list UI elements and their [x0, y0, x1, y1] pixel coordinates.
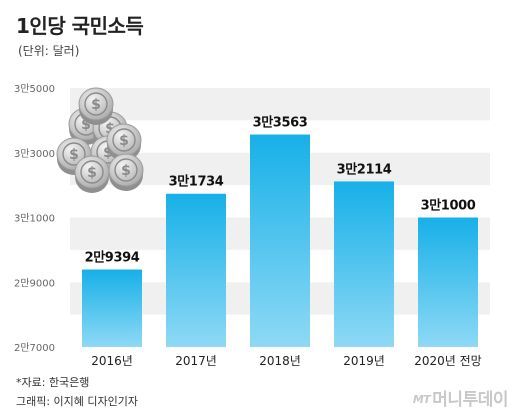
coin-rim	[62, 142, 86, 166]
bar-value-label: 3만3563	[253, 115, 308, 131]
bar	[334, 181, 394, 347]
coin-dollar-sign: $	[81, 117, 91, 133]
coin-dollar-sign: $	[119, 133, 129, 149]
x-category-label: 2017년	[175, 354, 217, 368]
chart-title: 1인당 국민소득	[16, 14, 144, 38]
bar	[82, 269, 142, 347]
y-tick-label: 3만5000	[14, 83, 55, 95]
coin-rim	[84, 92, 108, 116]
bar-value-label: 3만2114	[337, 161, 392, 177]
coin-dollar-sign: $	[87, 165, 97, 181]
source-note: *자료: 한국은행 그래픽: 이지혜 디자인기자	[16, 373, 138, 411]
y-tick-label: 2만9000	[14, 277, 55, 289]
coin-dollar-sign: $	[69, 147, 79, 163]
bar-value-label: 3만1000	[421, 198, 476, 214]
labels: 2만9394 2016년 3만1734 2017년 3만3563 2018년 3만2114 2…	[85, 115, 482, 368]
bars	[82, 134, 478, 347]
coin-dollar-sign: $	[91, 97, 101, 113]
bar	[250, 134, 310, 347]
x-category-label: 2019년	[343, 354, 385, 368]
coin-rim	[112, 128, 136, 152]
grid-band	[70, 88, 490, 121]
y-tick-label: 2만7000	[14, 342, 55, 354]
bar	[166, 193, 226, 347]
bar	[418, 217, 478, 347]
credit-text: 그래픽: 이지혜 디자인기자	[16, 395, 139, 408]
y-tick-label: 3만3000	[14, 148, 55, 160]
unit-label: (단위: 달러)	[18, 44, 80, 58]
coin-rim	[114, 158, 138, 182]
x-category-label: 2018년	[259, 354, 301, 368]
coin-dollar-sign: $	[121, 163, 131, 179]
coin-dollar-sign: $	[103, 145, 113, 161]
x-category-label: 2016년	[91, 354, 133, 368]
coin-stack-icon: $ $$$ $$$ $	[56, 87, 144, 193]
coin-rim	[80, 160, 104, 184]
brand-logo: MT 머니투데이	[412, 390, 509, 410]
bar-value-label: 3만1734	[169, 174, 224, 190]
bar-value-label: 2만9394	[85, 249, 140, 265]
source-text: *자료: 한국은행	[16, 376, 90, 389]
x-category-label: 2020년 전망	[414, 354, 481, 368]
y-tick-label: 3만1000	[14, 213, 55, 225]
coin-dollar-sign: $	[105, 121, 115, 137]
